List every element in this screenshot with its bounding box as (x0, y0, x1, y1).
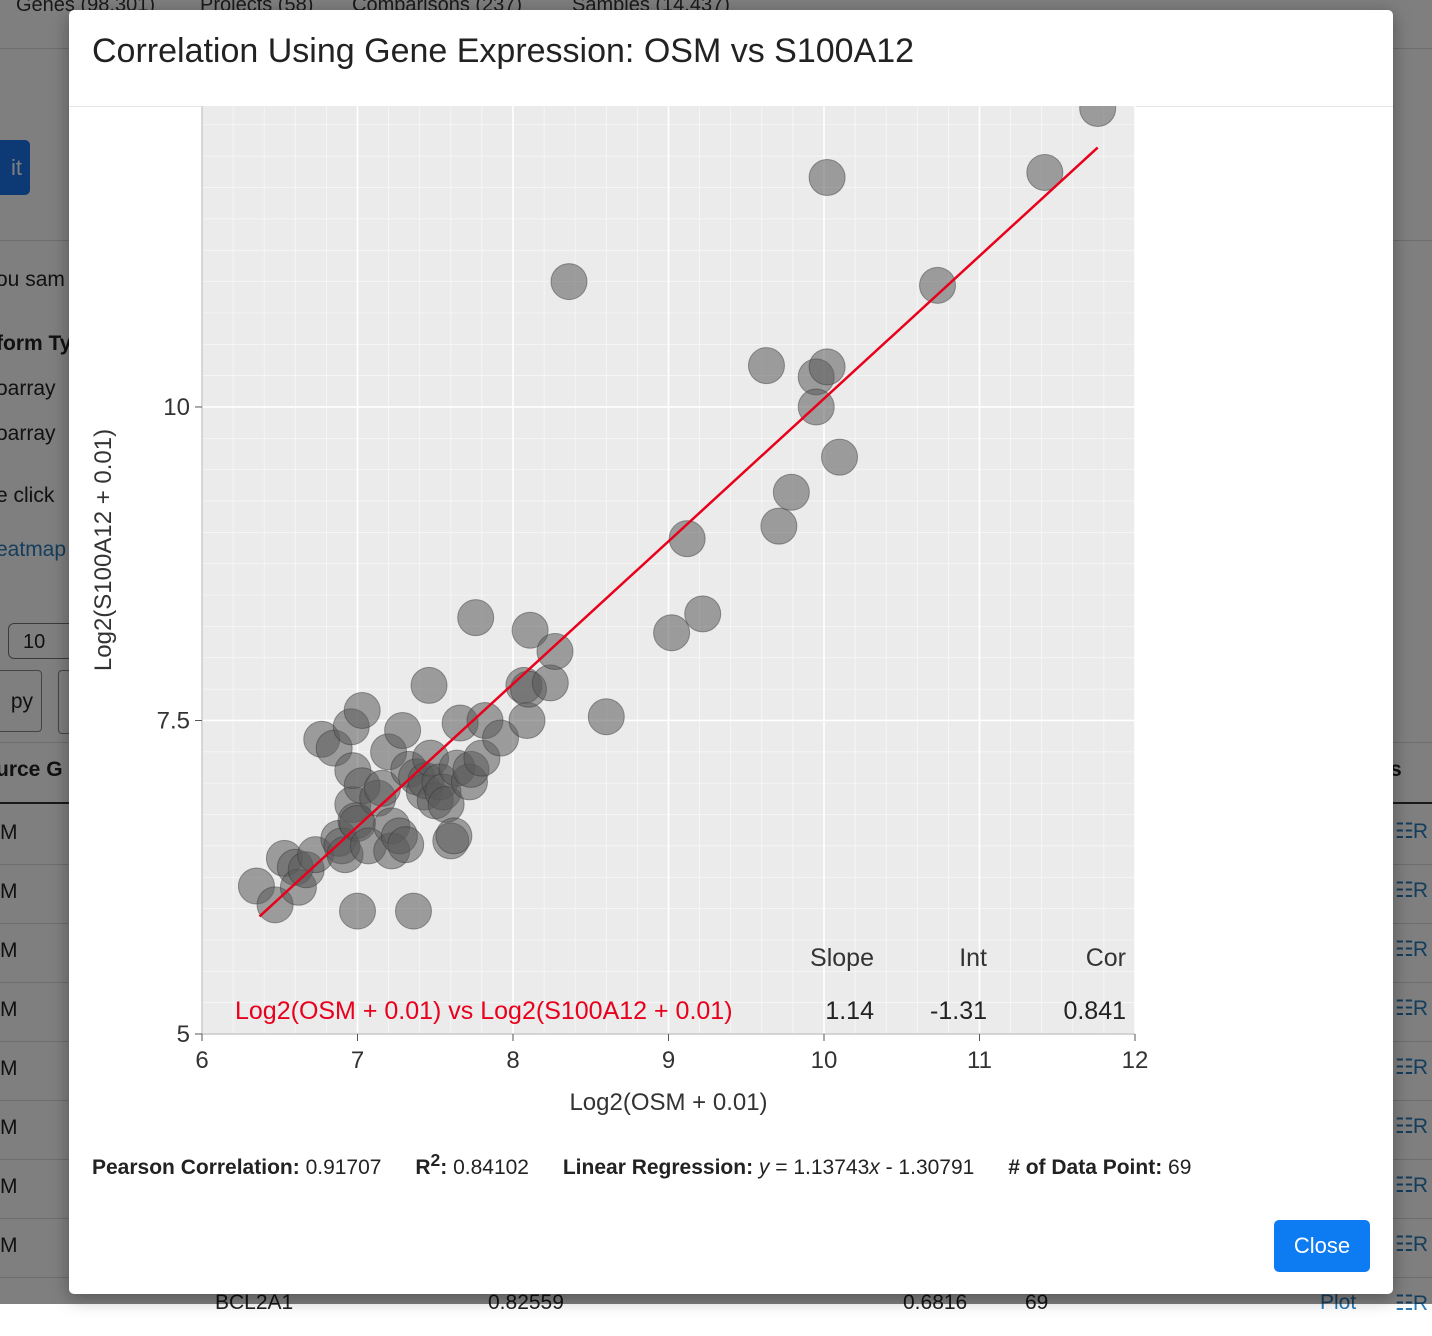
r2-stat: R2: 0.84102 (415, 1150, 529, 1179)
legend-value: 0.841 (1063, 997, 1126, 1025)
data-point[interactable] (760, 507, 798, 545)
regression-line (258, 146, 1099, 918)
legend-series-label: Log2(OSM + 0.01) vs Log2(S100A12 + 0.01) (235, 997, 733, 1025)
data-point[interactable] (919, 266, 957, 304)
data-point[interactable] (410, 666, 448, 704)
x-tick-label: 7 (351, 1047, 364, 1074)
data-point[interactable] (384, 712, 422, 750)
x-tick-label: 10 (811, 1047, 838, 1074)
data-point[interactable] (747, 347, 785, 385)
x-tick-label: 8 (506, 1047, 519, 1074)
data-point[interactable] (343, 691, 381, 729)
data-point-count: # of Data Point: 69 (1008, 1156, 1192, 1179)
y-tick-label: 7.5 (157, 707, 190, 734)
data-point[interactable] (1026, 153, 1064, 191)
data-point[interactable] (1079, 106, 1117, 128)
data-point[interactable] (684, 595, 722, 633)
modal-header: Correlation Using Gene Expression: OSM v… (69, 10, 1393, 107)
pearson-stat: Pearson Correlation: 0.91707 (92, 1156, 382, 1179)
legend-header: Int (959, 944, 987, 972)
data-point[interactable] (482, 719, 520, 757)
data-point[interactable] (821, 438, 859, 476)
x-tick-label: 9 (662, 1047, 675, 1074)
data-point[interactable] (587, 698, 625, 736)
data-point[interactable] (668, 520, 706, 558)
data-point[interactable] (435, 817, 473, 855)
correlation-stats: Pearson Correlation: 0.91707 R2: 0.84102… (92, 1150, 1219, 1180)
legend-value: -1.31 (930, 997, 987, 1025)
close-button[interactable]: Close (1274, 1220, 1370, 1272)
correlation-scatter-plot: 6 7 8 9 10 11 12 5 7.5 10 Log2(OSM + 0.01) Log2(S10… (90, 106, 1149, 1116)
correlation-modal: Correlation Using Gene Expression: OSM v… (69, 10, 1393, 1294)
data-point[interactable] (550, 263, 588, 301)
x-axis-label: Log2(OSM + 0.01) (569, 1089, 767, 1116)
modal-title: Correlation Using Gene Expression: OSM v… (92, 32, 915, 70)
data-point[interactable] (511, 611, 549, 649)
data-point[interactable] (457, 599, 495, 637)
y-tick-label: 5 (177, 1021, 190, 1048)
y-axis-label: Log2(S100A12 + 0.01) (90, 429, 117, 671)
data-point[interactable] (808, 348, 846, 386)
data-point[interactable] (339, 892, 376, 930)
data-point[interactable] (536, 633, 574, 671)
data-points (237, 106, 1117, 930)
data-point[interactable] (508, 701, 546, 739)
x-tick-label: 11 (967, 1047, 992, 1074)
x-tick-label: 6 (195, 1047, 208, 1074)
data-point[interactable] (531, 664, 569, 702)
data-point[interactable] (387, 826, 425, 864)
y-tick-label: 10 (163, 394, 190, 421)
legend-value: 1.14 (825, 997, 874, 1025)
legend-header: Cor (1086, 944, 1126, 972)
data-point[interactable] (772, 473, 810, 511)
data-point[interactable] (394, 892, 432, 930)
regression-stat: Linear Regression: y = 1.13743x - 1.3079… (562, 1156, 975, 1179)
x-tick-label: 12 (1122, 1047, 1149, 1074)
data-point[interactable] (808, 158, 846, 196)
data-point[interactable] (653, 614, 691, 652)
legend-header: Slope (810, 944, 874, 972)
